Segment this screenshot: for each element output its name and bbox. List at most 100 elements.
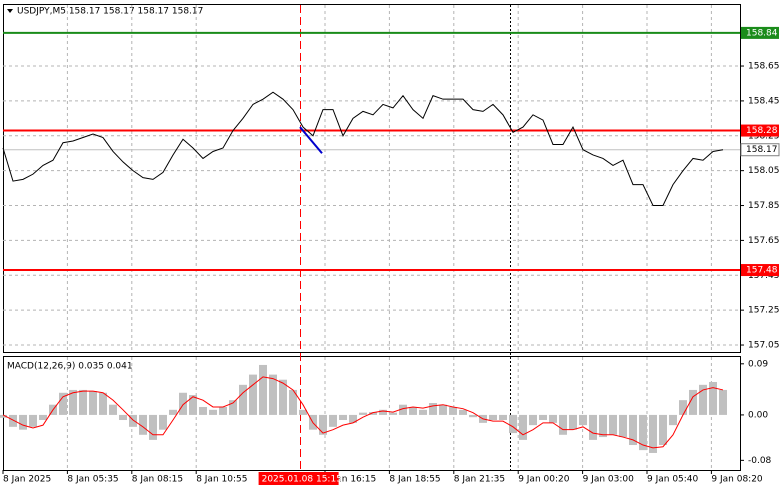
macd-bar — [179, 392, 187, 415]
macd-bar — [629, 414, 637, 446]
macd-bar — [79, 389, 87, 415]
macd-bar — [209, 409, 217, 415]
macd-bar — [279, 379, 287, 415]
macd-bar — [59, 392, 67, 415]
macd-bar — [509, 414, 517, 434]
macd-bar — [99, 392, 107, 415]
x-tick-label: 8 Jan 10:55 — [196, 475, 247, 485]
level-label: 158.28 — [746, 126, 778, 136]
macd-bar — [319, 414, 327, 435]
macd-bar — [9, 414, 17, 427]
macd-bar — [349, 414, 357, 423]
macd-bar — [19, 414, 27, 430]
macd-bar — [719, 389, 727, 415]
macd-bar — [159, 414, 167, 430]
macd-bar — [329, 414, 337, 427]
x-tick-label: 8 Jan 21:35 — [454, 475, 505, 485]
macd-bar — [149, 414, 157, 440]
macd-bar — [199, 406, 207, 415]
macd-bar — [549, 414, 557, 423]
macd-bar — [249, 374, 257, 415]
macd-bar — [449, 406, 457, 415]
x-tick-label: 8 Jan 08:15 — [132, 475, 183, 485]
macd-bar — [0, 414, 7, 418]
macd-bar — [559, 414, 567, 435]
macd-bar — [229, 400, 237, 415]
macd-bar — [619, 414, 627, 438]
macd-bar — [359, 412, 367, 415]
macd-bar — [379, 409, 387, 415]
macd-bar — [539, 414, 547, 421]
x-tick-label: 9 Jan 05:40 — [647, 475, 699, 485]
macd-bar — [219, 406, 227, 415]
y-tick-label: 0.00 — [748, 410, 768, 420]
price-line — [2, 91, 724, 207]
x-tick-label: 9 Jan 08:20 — [711, 475, 763, 485]
macd-bar — [289, 389, 297, 415]
price-panel — [3, 4, 741, 353]
level-label-box — [741, 26, 779, 39]
x-tick-label: 9 Jan 00:20 — [518, 475, 570, 485]
price-label-box — [740, 143, 780, 157]
macd-bar — [419, 409, 427, 415]
macd-bar — [339, 414, 347, 421]
macd-bar — [519, 414, 527, 440]
x-tick-label: 8 Jan 16:15 — [325, 475, 376, 485]
macd-bar — [39, 414, 47, 421]
x-tick-label: 8 Jan 2025 — [3, 475, 51, 485]
chart-title: USDJPY,M5 158.17 158.17 158.17 158.17 — [17, 7, 203, 17]
macd-bar — [109, 404, 117, 415]
macd-bar — [389, 412, 397, 415]
macd-bar — [259, 364, 267, 415]
macd-bar — [659, 414, 667, 446]
y-tick-label: 157.85 — [748, 201, 780, 211]
macd-bar — [689, 389, 697, 415]
macd-bar — [579, 414, 587, 426]
macd-bar — [129, 414, 137, 427]
macd-bar — [599, 414, 607, 438]
macd-bar — [469, 414, 477, 418]
macd-bar — [499, 414, 507, 421]
y-tick-label: 158.05 — [748, 166, 780, 176]
y-tick-label: 158.45 — [748, 96, 780, 106]
trend-line — [299, 126, 323, 154]
macd-bar — [489, 414, 497, 421]
macd-bar — [189, 395, 197, 415]
macd-bar — [459, 409, 467, 415]
x-tick-label: 9 Jan 03:00 — [583, 475, 635, 485]
macd-bar — [89, 391, 97, 415]
y-tick-label: 157.65 — [748, 236, 780, 246]
macd-bar — [69, 389, 77, 415]
level-label-box — [741, 124, 779, 137]
macd-bar — [709, 381, 717, 415]
y-tick-label: 157.25 — [748, 306, 780, 316]
macd-bar — [669, 414, 677, 426]
macd-title: MACD(12,26,9) 0.035 0.041 — [7, 362, 133, 372]
macd-signal — [2, 376, 724, 449]
macd-bar — [169, 409, 177, 415]
price-label: 158.17 — [746, 145, 778, 155]
macd-bar — [679, 400, 687, 415]
macd-bar — [609, 414, 617, 435]
macd-bar — [299, 409, 307, 415]
level-label-box — [741, 264, 779, 277]
macd-bar — [139, 414, 147, 435]
x-tick-label: 8 Jan 18:55 — [389, 475, 440, 485]
macd-bar — [569, 414, 577, 430]
macd-bar — [429, 402, 437, 415]
macd-bar — [399, 404, 407, 415]
crosshair-label-box — [258, 472, 339, 485]
macd-bar — [409, 406, 417, 415]
macd-bar — [699, 384, 707, 415]
x-tick-label: 8 Jan 05:35 — [67, 475, 118, 485]
level-label: 157.48 — [746, 266, 778, 276]
macd-bar — [119, 414, 127, 421]
y-tick-label: 0.09 — [748, 359, 768, 369]
macd-bar — [589, 414, 597, 440]
macd-bar — [29, 414, 37, 427]
macd-bar — [529, 414, 537, 426]
macd-bar — [649, 414, 657, 453]
menu-arrow[interactable] — [7, 9, 13, 13]
